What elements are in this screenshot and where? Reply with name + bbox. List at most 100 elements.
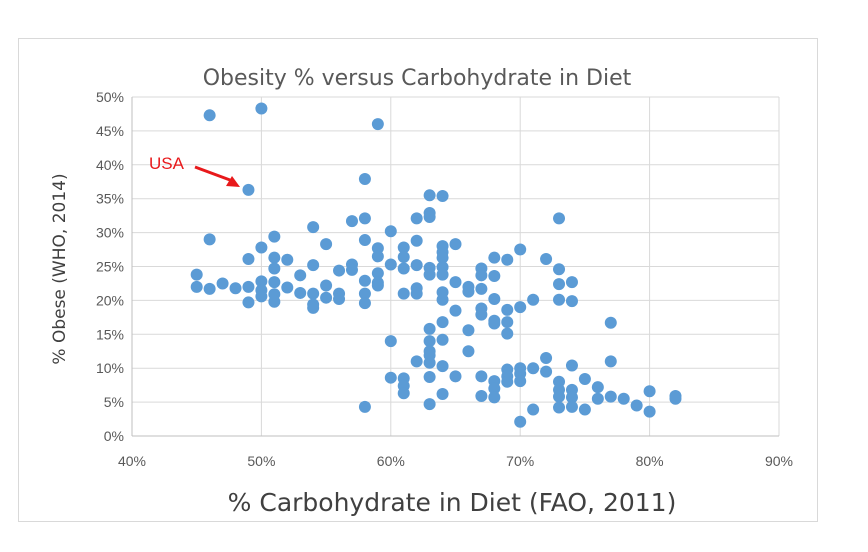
data-point [242, 296, 255, 309]
data-point [320, 279, 333, 292]
data-point [255, 241, 268, 254]
usa-arrow-line [194, 165, 231, 182]
data-point [384, 371, 397, 384]
data-point [553, 401, 566, 414]
data-point [462, 345, 475, 358]
data-point [268, 295, 281, 308]
data-point [307, 221, 320, 234]
data-point [565, 276, 578, 289]
data-point [294, 286, 307, 299]
data-point [423, 398, 436, 411]
data-point [553, 212, 566, 225]
data-point [604, 355, 617, 368]
data-point [436, 316, 449, 329]
data-point [229, 282, 242, 295]
data-point [475, 308, 488, 321]
data-point [436, 387, 449, 400]
data-point [371, 250, 384, 263]
data-point [488, 251, 501, 264]
data-point [475, 370, 488, 383]
data-point [578, 373, 591, 386]
y-tick-label: 50% [96, 89, 124, 105]
data-point [553, 293, 566, 306]
data-point [255, 102, 268, 115]
data-point [501, 327, 514, 340]
data-point [514, 375, 527, 388]
data-point [462, 285, 475, 298]
data-point [553, 278, 566, 291]
data-point [565, 400, 578, 413]
usa-label: USA [149, 154, 185, 173]
data-point [540, 253, 553, 266]
data-point [643, 385, 656, 398]
data-point [397, 262, 410, 275]
y-tick-label: 0% [104, 428, 124, 444]
y-tick-label: 45% [96, 123, 124, 139]
data-point [436, 251, 449, 264]
gridlines [132, 96, 780, 436]
data-point [397, 241, 410, 254]
data-point [488, 293, 501, 306]
data-point [669, 392, 682, 405]
data-point [527, 403, 540, 416]
data-point [268, 276, 281, 289]
data-point [384, 335, 397, 348]
y-tick-label: 40% [96, 157, 124, 173]
y-tick-label: 35% [96, 191, 124, 207]
data-point [527, 293, 540, 306]
data-point [190, 280, 203, 293]
data-point [436, 333, 449, 346]
data-point [553, 390, 566, 403]
data-point [255, 275, 268, 288]
data-point [345, 263, 358, 276]
data-point [423, 371, 436, 384]
data-point [345, 215, 358, 228]
data-point [268, 230, 281, 243]
data-point [423, 335, 436, 348]
data-point [630, 399, 643, 412]
data-point [358, 274, 371, 287]
chart-title: Obesity % versus Carbohydrate in Diet [203, 66, 632, 91]
x-tick-label: 70% [506, 453, 534, 469]
scatter-chart: 0% 5% 10% 15% 20% 25% 30% 35% 40% 45% 50% 40% 50% 60%… [50, 66, 793, 517]
data-point [514, 301, 527, 314]
usa-annotation: USA [149, 154, 240, 187]
data-point [397, 387, 410, 400]
data-point [410, 287, 423, 300]
data-point [397, 287, 410, 300]
data-point [307, 301, 320, 314]
data-point [333, 264, 346, 277]
y-tick-label: 5% [104, 394, 124, 410]
data-point [501, 253, 514, 266]
data-point [591, 392, 604, 405]
data-point [255, 290, 268, 303]
data-point [268, 262, 281, 275]
data-point [449, 304, 462, 317]
data-point [397, 251, 410, 264]
data-point [436, 268, 449, 281]
data-point [281, 281, 294, 294]
data-point [643, 405, 656, 418]
x-tick-label: 40% [118, 453, 146, 469]
x-tick-label: 90% [765, 453, 793, 469]
x-tick-label: 80% [636, 453, 664, 469]
data-point [203, 282, 216, 295]
data-point [501, 303, 514, 316]
data-point [423, 189, 436, 202]
data-point [358, 212, 371, 225]
data-points [190, 102, 682, 428]
data-point [475, 282, 488, 295]
usa-arrow-head [226, 176, 240, 187]
data-point [488, 382, 501, 395]
data-point [358, 234, 371, 247]
y-tick-label: 15% [96, 326, 124, 342]
data-point [449, 370, 462, 383]
data-point [475, 269, 488, 282]
data-point [423, 211, 436, 224]
data-point [514, 243, 527, 256]
data-point [216, 277, 229, 290]
data-point [307, 259, 320, 272]
y-tick-label: 20% [96, 292, 124, 308]
data-point [565, 295, 578, 308]
data-point [527, 362, 540, 375]
